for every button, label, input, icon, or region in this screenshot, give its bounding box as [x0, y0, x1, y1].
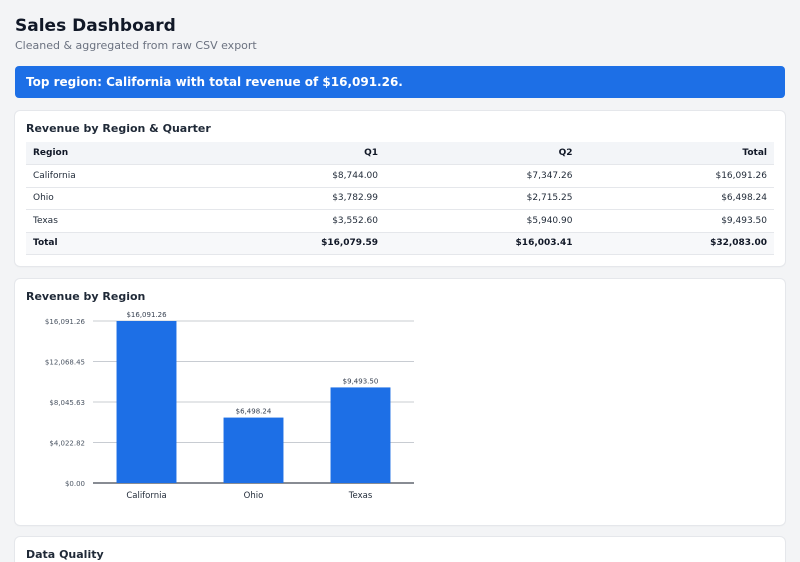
table-cell-total: $16,091.26 [579, 164, 774, 188]
page-subtitle: Cleaned & aggregated from raw CSV export [15, 39, 257, 52]
table-cell-region: Texas [26, 209, 191, 233]
revenue-table-title: Revenue by Region & Quarter [26, 122, 211, 135]
table-row: Texas $3,552.60 $5,940.90 $9,493.50 [26, 209, 774, 233]
bar-value-label: $9,493.50 [343, 377, 379, 385]
revenue-chart-card: Revenue by Region $0.00 $4,022.82 $8,045.6… [15, 279, 785, 525]
table-cell-q2: $7,347.26 [385, 164, 580, 188]
bar-value-label: $16,091.26 [126, 311, 167, 319]
revenue-bar-chart: $0.00 $4,022.82 $8,045.63 $12,068.45 $16,091… [45, 311, 414, 501]
y-tick-label: $4,022.82 [49, 439, 85, 447]
bar-california [116, 321, 177, 483]
table-total-row: Total $16,079.59 $16,003.41 $32,083.00 [26, 232, 774, 255]
table-cell-region: California [26, 164, 191, 188]
table-cell-q2: $2,715.25 [385, 187, 580, 210]
total-cell-q1: $16,079.59 [190, 232, 386, 255]
table-cell-total: $9,493.50 [579, 209, 774, 233]
y-tick-label: $0.00 [65, 480, 85, 488]
table-row: California $8,744.00 $7,347.26 $16,091.2… [26, 164, 774, 188]
bar-texas [330, 387, 391, 483]
total-cell-total: $32,083.00 [579, 232, 774, 255]
x-tick-label: Ohio [244, 491, 264, 501]
column-header-q1: Q1 [190, 142, 386, 165]
data-quality-card: Data Quality [15, 537, 785, 562]
table-row: Ohio $3,782.99 $2,715.25 $6,498.24 [26, 187, 774, 210]
total-cell-label: Total [26, 232, 191, 255]
revenue-table-card: Revenue by Region & Quarter Region Q1 Q2… [15, 111, 785, 266]
total-cell-q2: $16,003.41 [385, 232, 580, 255]
revenue-table: Region Q1 Q2 Total California $8,744.00 … [26, 142, 774, 255]
revenue-chart-title: Revenue by Region [26, 290, 146, 303]
column-header-q2: Q2 [385, 142, 580, 165]
x-tick-label: Texas [348, 491, 373, 501]
column-header-total: Total [579, 142, 774, 165]
y-tick-label: $16,091.26 [45, 318, 86, 326]
table-cell-total: $6,498.24 [579, 187, 774, 210]
bar-ohio [223, 417, 284, 483]
y-tick-label: $8,045.63 [49, 399, 85, 407]
bar-value-label: $6,498.24 [236, 408, 272, 416]
page-title: Sales Dashboard [15, 16, 176, 36]
data-quality-title: Data Quality [26, 548, 104, 561]
table-cell-q1: $8,744.00 [190, 164, 386, 188]
y-tick-label: $12,068.45 [45, 358, 85, 366]
table-cell-q1: $3,552.60 [190, 209, 386, 233]
x-tick-label: California [126, 491, 166, 501]
top-region-banner: Top region: California with total revenu… [15, 66, 785, 98]
column-header-region: Region [26, 142, 191, 165]
table-header-row: Region Q1 Q2 Total [26, 142, 774, 165]
table-cell-q2: $5,940.90 [385, 209, 580, 233]
table-cell-q1: $3,782.99 [190, 187, 386, 210]
table-cell-region: Ohio [26, 187, 191, 210]
